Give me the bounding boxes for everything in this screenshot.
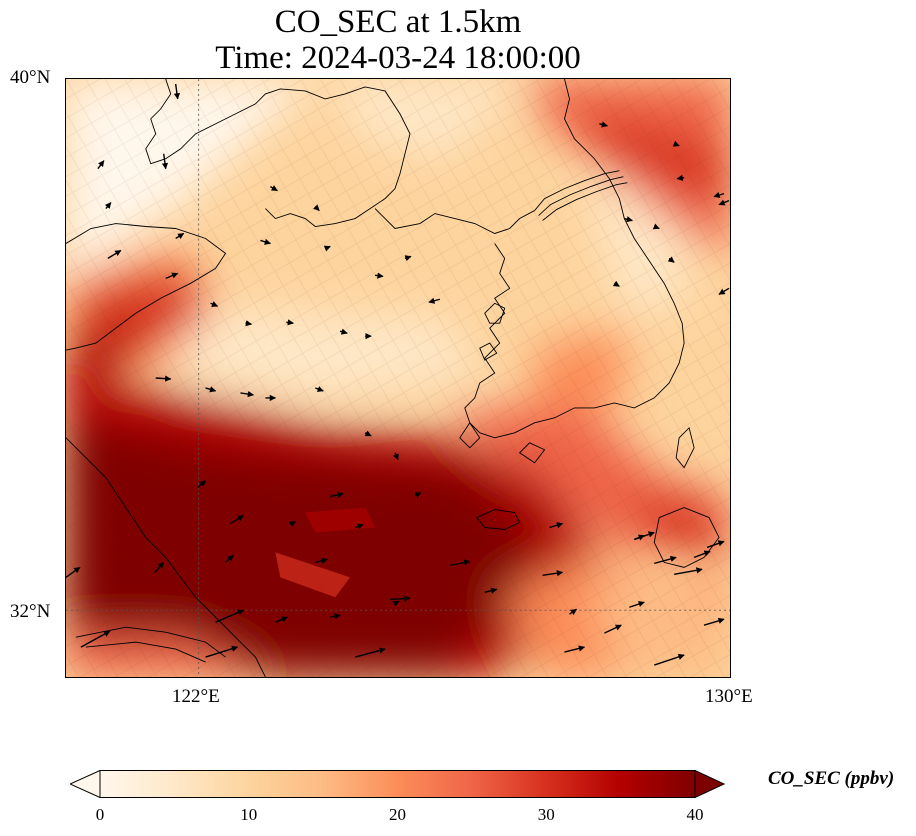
wind-vector-arrow [713,191,725,198]
wind-vector-arrow [624,216,633,223]
wind-vector-arrow [629,601,645,608]
wind-vector-arrow [354,647,386,658]
colorbar-tick-label: 10 [240,805,258,824]
wind-vector-arrow [484,587,498,594]
wind-vector-arrow [604,624,622,634]
wind-vector-arrow [676,174,685,181]
lat-tick-32n: 32°N [10,601,51,622]
wind-vector-arrow [66,566,81,578]
wind-vector-arrow [323,245,331,252]
wind-vector-arrow [693,550,711,559]
wind-vector-arrow [392,600,400,607]
wind-vector-arrow [652,223,660,230]
wind-vector-arrow [634,534,645,541]
wind-vectors [66,83,730,666]
wind-vector-arrow [449,559,471,567]
wind-vector-arrow [374,272,384,279]
colorbar-tick-label: 20 [389,805,406,824]
wind-vector-arrow [612,280,620,287]
colorbar-tick-label: 40 [686,805,704,824]
wind-vector-arrow [654,555,677,565]
lat-tick-40n: 40°N [10,67,51,88]
wind-vector-arrow [205,386,217,393]
wind-vector-arrow [542,570,564,577]
colorbar-label: CO_SEC (ppbv) [768,768,895,789]
wind-vector-arrow [718,287,730,295]
lon-tick-130e: 130°E [705,686,753,707]
colorbar-min-extend [70,770,101,798]
wind-vector-arrow [240,390,255,398]
wind-vector-arrow [154,561,165,573]
map-svg [66,79,730,677]
wind-vector-arrow [165,272,179,279]
wind-vector-arrow [706,540,725,549]
wind-vector-arrow [330,491,344,498]
wind-vector-arrow [197,480,207,489]
wind-vector-arrow [672,140,680,147]
wind-vector-arrow [564,645,586,653]
wind-vector-arrow [330,613,341,620]
wind-vector-arrow [654,653,685,666]
wind-vector-arrow [288,520,296,528]
concentration-field [66,79,730,677]
wind-vector-arrow [339,328,348,335]
map-title-line2: Time: 2024-03-24 18:00:00 [215,40,581,76]
colorbar-tick-label: 30 [537,805,555,824]
wind-vector-arrow [270,185,278,192]
wind-vector-arrow [674,567,703,576]
wind-vector-arrow [210,301,219,307]
wind-vector-arrow [354,523,364,530]
wind-vector-arrow [389,595,411,602]
map-title-line1: CO_SEC at 1.5km [274,4,522,40]
wind-vector-arrow [80,630,111,648]
lon-tick-122e: 122°E [172,686,220,707]
wind-vector-arrow [667,256,675,263]
wind-vector-arrow [414,491,422,498]
colorbar-tick-label: 0 [95,805,105,824]
wind-vector-arrow [364,430,372,437]
colorbar [70,770,725,798]
wind-vector-arrow [313,204,320,212]
colorbar-max-extend [694,770,725,798]
wind-vector-arrow [315,557,328,564]
wind-vector-arrow [260,238,271,245]
wind-vector-arrow [718,199,730,206]
wind-vector-arrow [215,609,245,623]
wind-vector-arrow [404,255,412,262]
wind-vector-arrow [599,121,608,128]
wind-vector-arrow [428,297,441,304]
wind-vector-arrow [175,232,185,240]
wind-vector-arrow [104,202,112,210]
wind-vector-arrow [155,375,172,382]
wind-vector-arrow [107,249,122,259]
wind-vector-arrow [225,554,234,563]
wind-vector-arrow [315,386,324,392]
wind-vector-arrow [245,320,253,327]
colorbar-gradient [99,770,696,798]
wind-vector-arrow [275,616,288,623]
wind-vector-arrow [703,617,725,626]
wind-vector-arrow [173,83,181,100]
wind-vector-arrow [549,522,564,529]
wind-vector-arrow [392,452,399,461]
coastlines [66,79,720,677]
wind-vector-arrow [230,514,245,525]
wind-vector-arrow [286,319,294,326]
wind-vector-arrow [97,160,105,170]
map-plot-area [65,78,731,678]
wind-vector-arrow [161,153,169,170]
wind-vector-arrow [569,608,577,616]
wind-vector-arrow [205,645,239,658]
